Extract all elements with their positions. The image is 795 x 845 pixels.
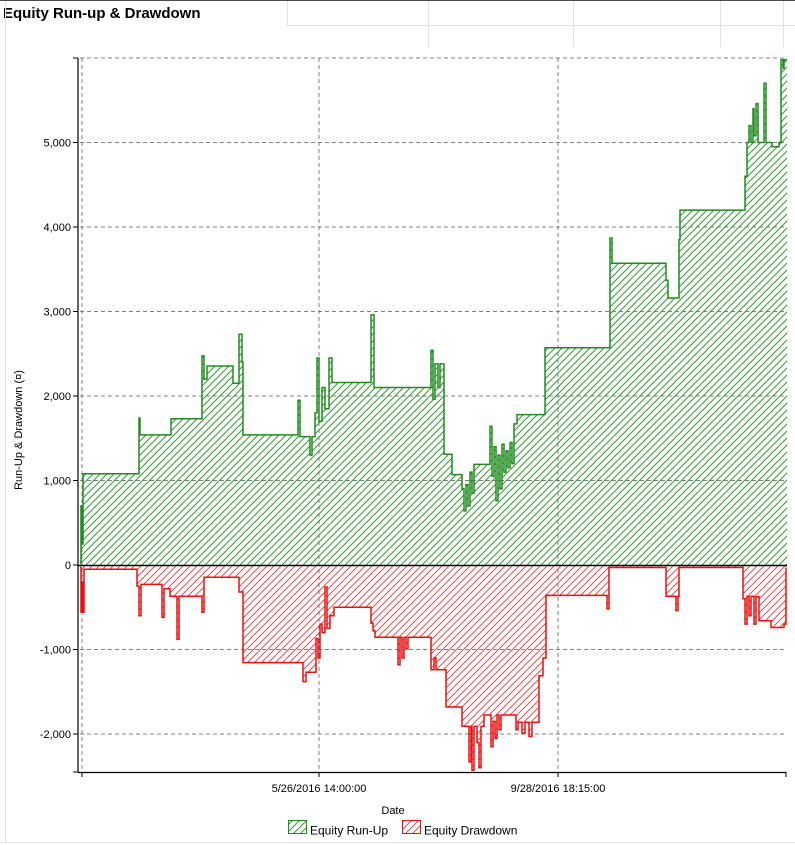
page-title: Equity Run-up & Drawdown xyxy=(3,4,201,22)
x-axis-title: Date xyxy=(381,805,404,817)
y-tick-label: 0 xyxy=(65,560,71,572)
chart-axes xyxy=(77,58,787,774)
panel-grid-line xyxy=(287,25,795,26)
y-tick-label: 3,000 xyxy=(43,307,71,319)
x-tick-label: 5/26/2016 14:00:00 xyxy=(272,783,367,795)
panel-grid-line xyxy=(287,1,288,26)
runup-step-line xyxy=(80,58,787,564)
x-tick-label: 9/28/2016 18:15:00 xyxy=(511,783,606,795)
y-tick-label: 4,000 xyxy=(43,222,71,234)
y-tick-label: 1,000 xyxy=(43,476,71,488)
y-tick-label: 5,000 xyxy=(43,138,71,150)
panel-grid-line xyxy=(573,1,574,47)
panel-grid-line xyxy=(5,1,6,842)
y-axis-title: Run-Up & Drawdown (¤) xyxy=(13,370,25,490)
y-tick-label: 2,000 xyxy=(43,391,71,403)
pane-top-border xyxy=(0,0,795,1)
drawdown-step-line xyxy=(80,566,787,772)
panel-grid-line xyxy=(783,1,784,47)
y-tick-label: -2,000 xyxy=(40,729,71,741)
legend-label-drawdown: Equity Drawdown xyxy=(424,824,517,838)
legend-swatch-drawdown xyxy=(402,820,421,834)
runup-area xyxy=(80,59,787,565)
panel-grid-line xyxy=(720,1,721,47)
axis-ticks xyxy=(73,57,787,777)
legend-label-runup: Equity Run-Up xyxy=(310,824,388,838)
chart-legend: Equity Run-Up Equity Drawdown xyxy=(288,820,517,838)
panel-grid-line xyxy=(0,842,795,843)
axis-tick-labels: 5,000 4,000 3,000 2,000 1,000 0 -1,000 -2,000 5/… xyxy=(40,138,606,796)
y-tick-label: -1,000 xyxy=(40,645,71,657)
chart-titlebar: Equity Run-up & Drawdown xyxy=(0,1,286,25)
panel-grid-line xyxy=(428,1,429,47)
legend-swatch-runup xyxy=(288,820,307,834)
